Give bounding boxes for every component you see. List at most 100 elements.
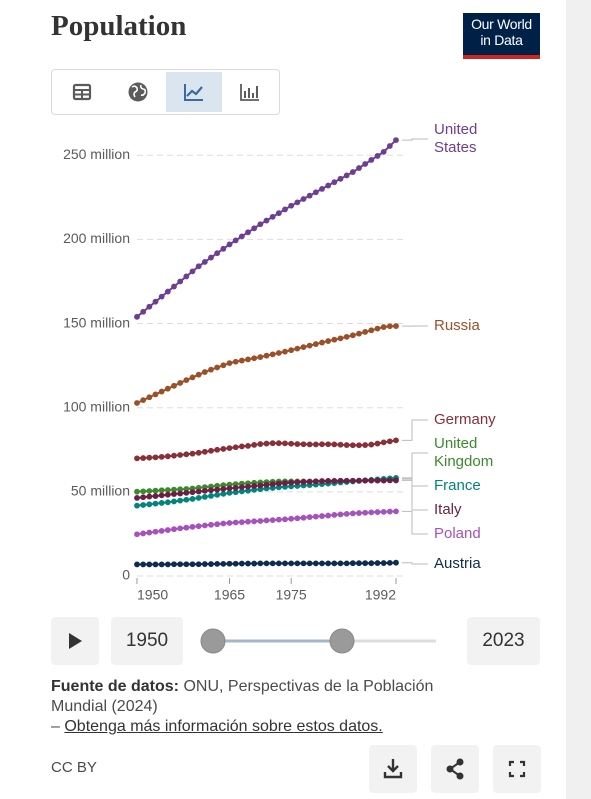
data-point [282, 480, 288, 486]
series-label[interactable]: Italy [434, 501, 462, 518]
data-point [214, 521, 221, 528]
data-point [164, 527, 171, 533]
series-label[interactable]: Poland [434, 525, 481, 542]
fullscreen-button[interactable] [493, 745, 541, 793]
data-point [189, 489, 196, 496]
source-link[interactable]: Obtenga más información sobre estos dato… [64, 718, 383, 735]
data-point [386, 323, 393, 330]
timeline-slider[interactable] [195, 617, 455, 665]
data-point [349, 442, 356, 449]
license[interactable]: CC BY [51, 759, 97, 776]
data-point [362, 442, 369, 448]
series-label[interactable]: France [434, 477, 481, 494]
share-button[interactable] [431, 745, 479, 793]
chart-tab[interactable] [166, 72, 222, 112]
label-connector [402, 479, 428, 511]
y-tick-label: 150 million [63, 314, 130, 330]
data-point [183, 489, 190, 496]
data-point [282, 516, 288, 523]
data-point [171, 283, 177, 290]
data-point [325, 338, 332, 344]
data-point [177, 452, 184, 458]
data-point [220, 520, 227, 527]
data-point [393, 477, 399, 484]
data-point [177, 525, 184, 532]
data-point [251, 225, 258, 232]
data-point [337, 477, 344, 484]
data-point [195, 561, 202, 568]
data-point [374, 509, 381, 515]
bar-tab[interactable] [222, 72, 278, 112]
data-point [226, 241, 233, 248]
data-point [208, 366, 214, 373]
data-point [195, 371, 202, 378]
data-point [263, 217, 270, 224]
data-point [189, 374, 196, 381]
globe-icon [128, 82, 148, 102]
data-point [325, 560, 332, 567]
data-point [171, 561, 177, 568]
data-point [232, 484, 239, 491]
data-point [393, 559, 399, 566]
data-point [232, 237, 239, 244]
data-point [393, 508, 399, 515]
x-tick-label: 1975 [276, 587, 307, 603]
data-point [362, 509, 369, 516]
data-point [251, 441, 258, 448]
data-point [325, 441, 332, 448]
data-point [257, 518, 264, 524]
data-point [134, 561, 140, 568]
y-tick-label: 250 million [63, 146, 130, 162]
data-point [368, 441, 375, 448]
tab-bar [51, 69, 280, 115]
data-point [275, 440, 282, 447]
data-point [146, 561, 153, 568]
label-connector [402, 138, 428, 141]
data-point [208, 254, 214, 261]
series-label[interactable]: United Kingdom [434, 435, 494, 470]
map-tab[interactable] [110, 72, 166, 112]
side-strip [566, 0, 591, 799]
label-connector [402, 419, 428, 441]
data-point [164, 491, 171, 498]
start-year[interactable]: 1950 [111, 617, 183, 665]
series-label[interactable]: Austria [434, 555, 481, 572]
data-point [319, 186, 325, 192]
logo-text[interactable]: Our World in Data [471, 16, 532, 48]
series-label[interactable]: Germany [434, 411, 496, 428]
data-point [362, 560, 369, 567]
data-point [312, 189, 319, 196]
data-point [152, 391, 159, 398]
data-point [331, 560, 338, 567]
data-point [220, 486, 227, 492]
data-point [140, 488, 147, 495]
download-button[interactable] [369, 745, 417, 793]
data-point [158, 487, 165, 494]
data-point [226, 445, 233, 451]
data-point [269, 481, 276, 488]
slider-handle[interactable] [329, 628, 355, 654]
data-point [226, 560, 233, 567]
end-year[interactable]: 2023 [467, 617, 540, 665]
data-point [269, 351, 276, 358]
x-tick-label: 1950 [137, 587, 168, 603]
data-point [294, 199, 301, 206]
data-point [331, 441, 338, 448]
data-point [232, 560, 239, 567]
data-point [275, 480, 282, 487]
data-point [183, 273, 190, 280]
data-point [380, 148, 387, 155]
slider-handle[interactable] [200, 628, 226, 654]
table-tab[interactable] [54, 72, 110, 112]
series-label[interactable]: Russia [434, 317, 480, 334]
play-button[interactable] [51, 617, 99, 665]
data-point [349, 477, 356, 484]
data-point [319, 513, 325, 519]
series-label[interactable]: United States [434, 121, 478, 156]
data-point [393, 437, 399, 444]
data-point [343, 477, 350, 484]
data-point [257, 221, 264, 228]
data-point [195, 449, 202, 456]
logo[interactable]: Our World in Data [463, 13, 540, 59]
data-point [300, 196, 307, 202]
